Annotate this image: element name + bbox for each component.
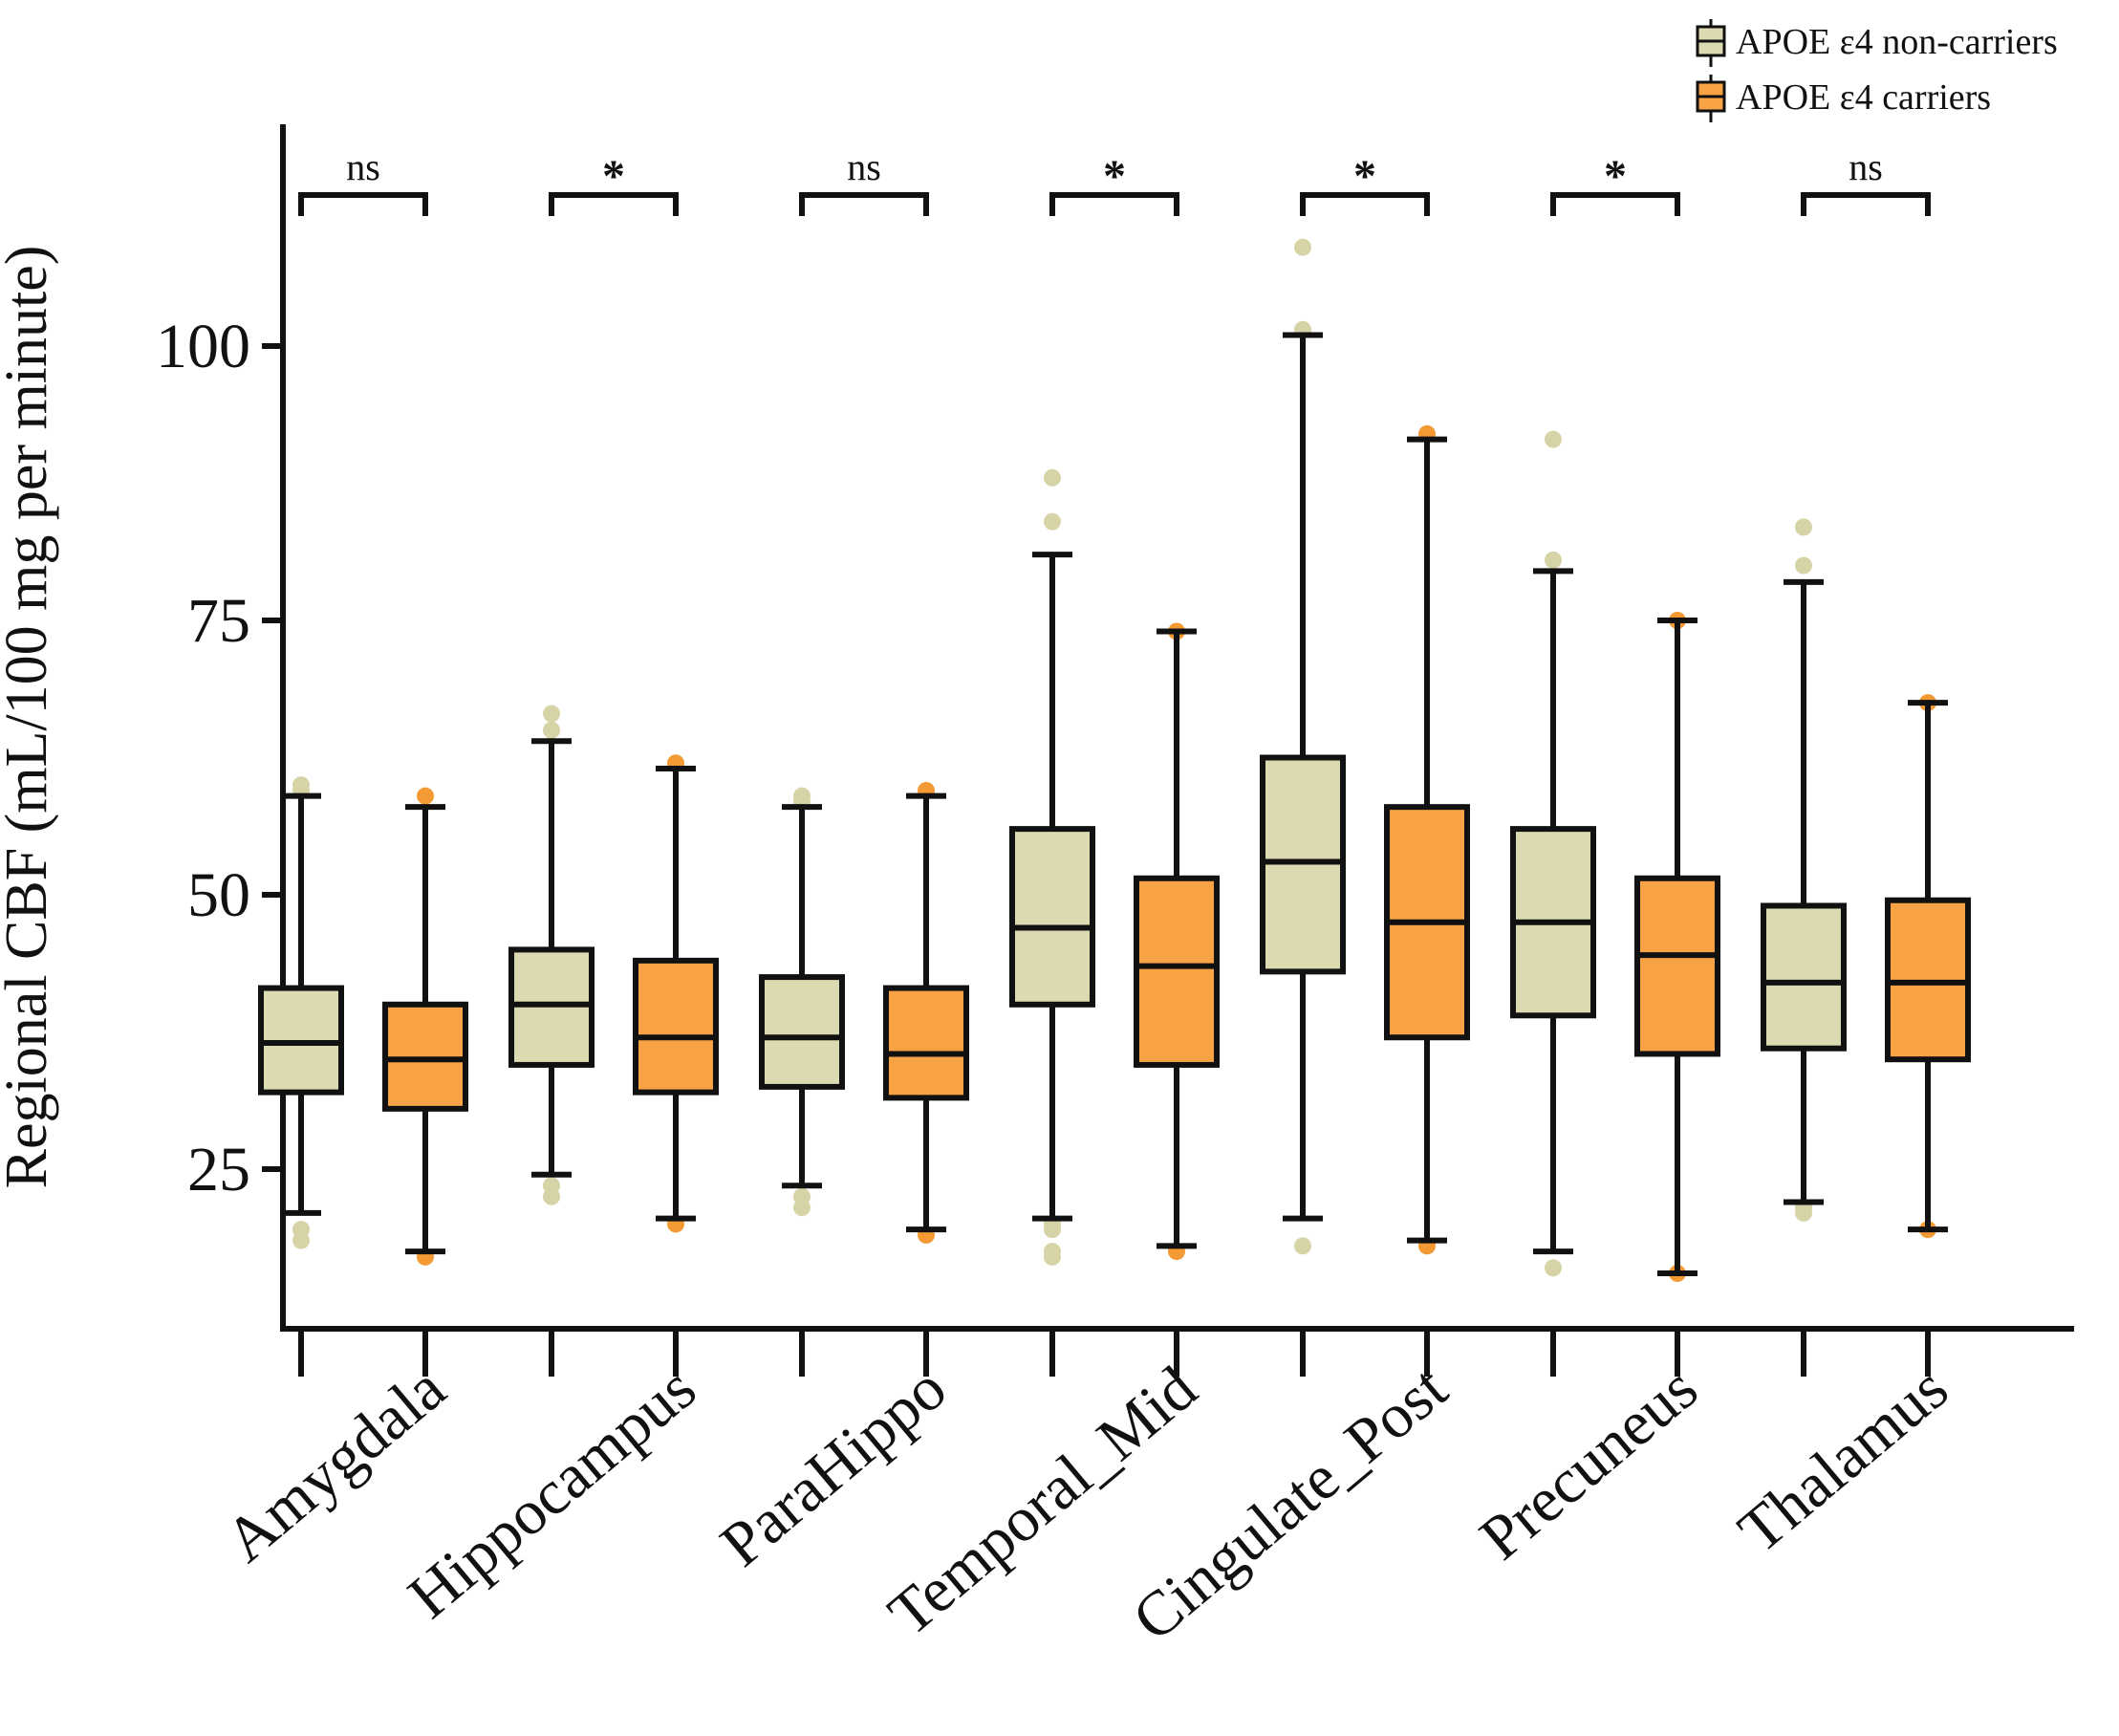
outlier-point — [1795, 518, 1812, 536]
significance-bracket — [298, 192, 428, 216]
category-label: Thalamus — [1725, 1354, 1960, 1567]
outlier-point — [1294, 238, 1311, 256]
legend-item: APOE ε4 carriers — [1696, 75, 1991, 122]
category-label: Amygdala — [212, 1354, 459, 1576]
y-tick-label: 50 — [187, 860, 250, 930]
iqr-box — [633, 957, 719, 1096]
legend-label: APOE ε4 carriers — [1736, 77, 1991, 118]
box-non-carriers — [1761, 518, 1847, 1222]
iqr-box — [759, 974, 845, 1090]
outlier-point — [417, 787, 434, 805]
box-non-carriers — [1009, 468, 1095, 1266]
legend-label: APOE ε4 non-carriers — [1736, 22, 2058, 62]
significance-bracket — [549, 192, 679, 216]
outlier-point — [543, 705, 560, 723]
significance-label: ns — [847, 145, 881, 188]
box-carriers — [382, 787, 468, 1266]
outlier-point — [1795, 556, 1812, 575]
outlier-point — [292, 1221, 310, 1239]
y-tick-label: 25 — [187, 1135, 250, 1204]
box-non-carriers — [1510, 430, 1596, 1277]
significance-bracket — [1550, 192, 1680, 216]
outlier-point — [1044, 1243, 1061, 1261]
outlier-point — [1545, 551, 1562, 569]
box-non-carriers — [759, 787, 845, 1217]
category-label: Precuneus — [1467, 1354, 1711, 1573]
outlier-point — [543, 721, 560, 739]
box-carriers — [1885, 694, 1971, 1239]
significance-bracket — [1049, 192, 1179, 216]
iqr-box — [1761, 902, 1847, 1052]
box-non-carriers — [508, 705, 595, 1205]
iqr-box — [1634, 875, 1720, 1057]
y-axis-label: Regional CBF (mL/100 mg per minute) — [0, 246, 59, 1189]
legend-item: APOE ε4 non-carriers — [1696, 19, 2058, 67]
box-non-carriers — [258, 776, 344, 1249]
box-carriers — [1384, 424, 1470, 1255]
significance-bracket — [1300, 192, 1430, 216]
box-non-carriers — [1260, 238, 1346, 1255]
significance-label: * — [1353, 151, 1376, 202]
iqr-box — [883, 985, 969, 1101]
significance-label: ns — [1849, 145, 1883, 188]
significance-label: * — [1103, 151, 1126, 202]
iqr-box — [1134, 875, 1220, 1068]
significance-label: * — [1604, 151, 1627, 202]
outlier-point — [1545, 1259, 1562, 1277]
outlier-point — [1545, 430, 1562, 448]
outlier-point — [793, 787, 811, 805]
outlier-point — [292, 776, 310, 794]
y-tick-label: 75 — [187, 586, 250, 656]
iqr-box — [1009, 826, 1095, 1008]
outlier-point — [543, 1177, 560, 1195]
y-tick-label: 100 — [156, 312, 250, 381]
category-label: ParaHippo — [707, 1354, 959, 1580]
box-carriers — [1134, 622, 1220, 1261]
box-carriers — [883, 781, 969, 1244]
box-carriers — [633, 754, 719, 1233]
outlier-point — [1044, 512, 1061, 531]
outlier-point — [1044, 468, 1061, 487]
significance-label: ns — [346, 145, 380, 188]
outlier-point — [1294, 1237, 1311, 1255]
significance-label: * — [602, 151, 625, 202]
significance-bracket — [799, 192, 929, 216]
significance-bracket — [1801, 192, 1931, 216]
box-carriers — [1634, 612, 1720, 1283]
outlier-point — [793, 1187, 811, 1205]
